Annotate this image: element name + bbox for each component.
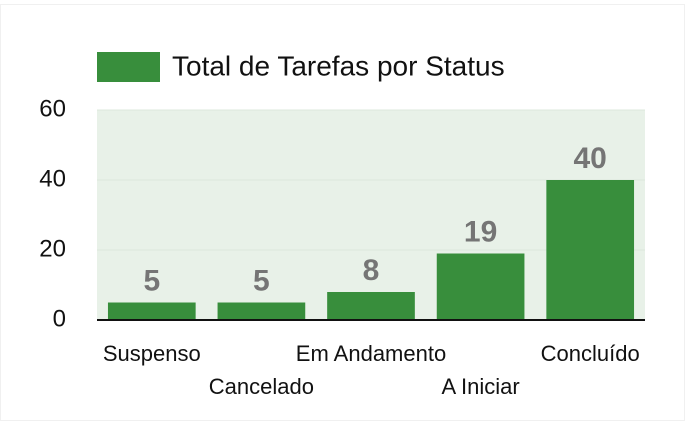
value-label: 8 <box>363 254 380 287</box>
y-tick-label: 20 <box>39 235 66 262</box>
value-label: 5 <box>253 264 270 297</box>
y-tick-label: 60 <box>39 95 66 122</box>
legend-swatch <box>97 52 160 82</box>
bar <box>436 253 525 320</box>
x-tick-label: Cancelado <box>209 374 314 399</box>
legend-label: Total de Tarefas por Status <box>172 50 505 81</box>
value-label: 40 <box>574 142 607 175</box>
bar <box>107 302 196 320</box>
value-label: 5 <box>143 264 160 297</box>
y-tick-label: 0 <box>53 305 66 332</box>
value-label: 19 <box>464 215 497 248</box>
y-tick-label: 40 <box>39 165 66 192</box>
x-tick-label: A Iniciar <box>441 374 519 399</box>
bar <box>327 292 415 320</box>
x-tick-label: Concluído <box>541 341 640 366</box>
bar <box>217 302 306 320</box>
x-tick-label: Em Andamento <box>296 341 446 366</box>
x-tick-label: Suspenso <box>103 341 201 366</box>
bar <box>546 180 635 320</box>
